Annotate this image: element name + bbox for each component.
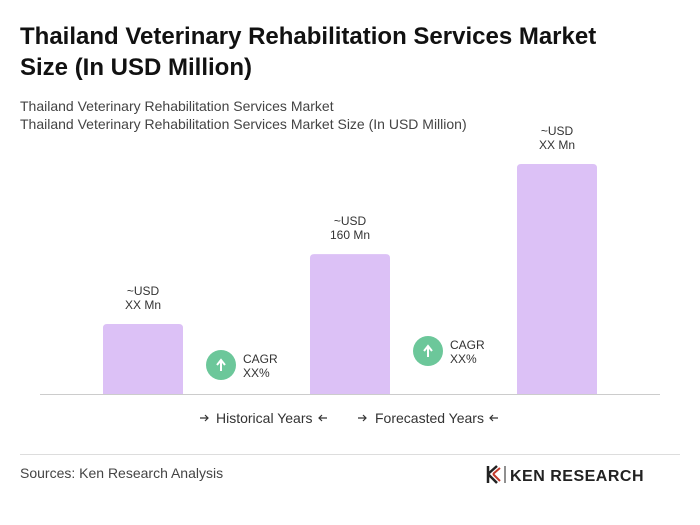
subtitle: Thailand Veterinary Rehabilitation Servi…: [20, 116, 467, 132]
legend-label: Forecasted Years: [375, 410, 484, 426]
cagr-value: XX%: [243, 366, 270, 380]
bar: [517, 164, 597, 394]
legend-arrow: [200, 414, 209, 422]
cagr-arrow: [216, 358, 226, 371]
logo-icon: [486, 465, 498, 484]
value-label: ~USD: [541, 124, 574, 138]
legend-arrow: [318, 414, 327, 422]
value-label: ~USD: [334, 214, 367, 228]
chart-title: Thailand Veterinary Rehabilitation Servi…: [20, 23, 596, 50]
logo: KEN RESEARCH: [486, 465, 644, 485]
legend-arrow: [489, 414, 498, 422]
source: Sources: Ken Research Analysis: [20, 465, 223, 481]
cagr-label: CAGR: [450, 338, 485, 352]
bar: [103, 324, 183, 394]
cagr-value: XX%: [450, 352, 477, 366]
cagr-label: CAGR: [243, 352, 278, 366]
logo-icon: [492, 467, 501, 482]
legend-label: Historical Years: [216, 410, 313, 426]
value-label: ~USD: [127, 284, 160, 298]
value-label: XX Mn: [125, 298, 161, 312]
logo-text: KEN RESEARCH: [510, 468, 644, 485]
legend-arrow: [358, 414, 367, 422]
value-label: XX Mn: [539, 138, 575, 152]
subtitle: Thailand Veterinary Rehabilitation Servi…: [20, 98, 334, 114]
cagr-arrow: [423, 344, 433, 357]
value-label: 160 Mn: [330, 228, 370, 242]
bar: [310, 254, 390, 394]
chart-title: Size (In USD Million): [20, 54, 252, 81]
